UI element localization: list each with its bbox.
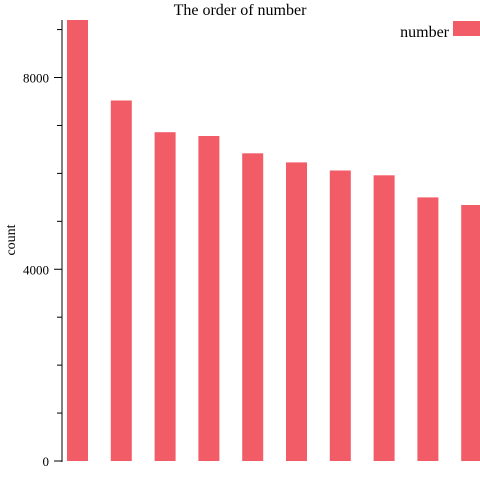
legend: number [400,21,480,41]
bar-8 [373,175,395,462]
bar-10 [461,205,480,461]
y-axis-label: count [4,224,19,255]
chart-title: The order of number [174,2,308,19]
y-tick-label: 4000 [23,262,49,277]
bar-2 [110,100,132,461]
bar-7 [329,170,351,461]
bar-9 [417,197,439,461]
bar-5 [242,153,264,462]
y-tick-label: 8000 [23,71,49,86]
bar-3 [154,132,176,461]
legend-label: number [400,24,450,41]
bar-1 [67,20,88,461]
y-axis: 0 4000 8000 [23,20,63,469]
bar-4 [198,136,220,461]
legend-swatch [453,21,480,36]
bar-6 [286,162,307,461]
bars [67,20,480,462]
y-tick-label: 0 [43,454,50,469]
